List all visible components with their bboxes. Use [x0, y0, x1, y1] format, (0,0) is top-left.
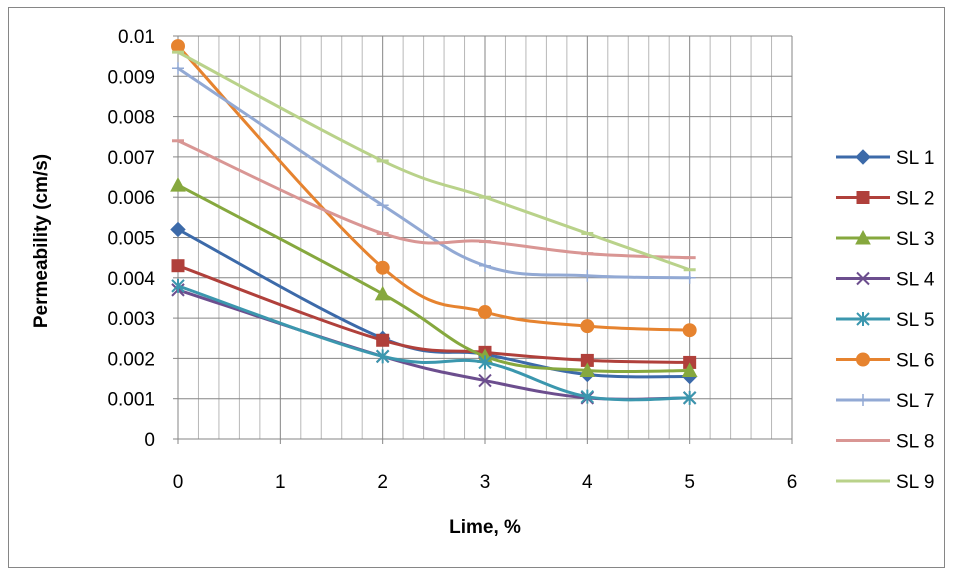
y-tick-label: 0.007 — [107, 148, 155, 169]
star-marker — [478, 355, 492, 370]
series-layer — [170, 39, 698, 405]
triangle-marker — [374, 285, 391, 301]
legend-label: SL 3 — [896, 229, 934, 250]
legend-label: SL 7 — [896, 391, 934, 412]
series-line — [176, 139, 692, 260]
circle-marker — [856, 352, 870, 367]
y-tick-label: 0.003 — [107, 309, 155, 330]
y-tick-label: 0.009 — [107, 67, 155, 88]
circle-marker — [682, 323, 697, 338]
x-tick-label: 1 — [275, 472, 286, 493]
series-sl-7 — [172, 62, 696, 284]
series-line — [176, 66, 692, 280]
x-marker — [856, 271, 870, 286]
plus-marker — [683, 271, 696, 284]
y-tick-label: 0.008 — [107, 108, 155, 129]
axes — [173, 35, 793, 444]
circle-marker — [580, 319, 595, 334]
legend-label: SL 1 — [896, 148, 934, 169]
plus-marker — [581, 269, 594, 282]
x-axis-title: Lime, % — [449, 517, 521, 538]
y-tick-label: 0.002 — [107, 349, 155, 370]
legend-entry: SL 9 — [836, 472, 934, 493]
x-tick-label: 5 — [684, 472, 695, 493]
star-marker — [682, 390, 697, 405]
legend-entry: SL 3 — [836, 229, 934, 250]
x-tick-label: 2 — [377, 472, 388, 493]
series-line — [176, 284, 692, 402]
square-marker — [856, 191, 870, 204]
square-marker — [376, 333, 390, 347]
legend-entry: SL 7 — [836, 391, 934, 412]
triangle-marker — [681, 362, 698, 377]
y-tick-label: 0.001 — [107, 390, 155, 411]
legend-entry: SL 5 — [836, 310, 934, 331]
x-tick-label: 4 — [582, 472, 593, 493]
y-tick-label: 0 — [144, 430, 155, 451]
series-line — [176, 288, 692, 401]
triangle-marker — [170, 177, 186, 192]
star-marker — [856, 312, 870, 326]
square-marker — [171, 259, 185, 273]
legend-entry: SL 8 — [836, 432, 934, 453]
chart-area — [8, 7, 945, 568]
series-line — [176, 183, 692, 374]
plus-marker — [479, 259, 491, 272]
y-tick-label: 0.01 — [118, 27, 155, 48]
legend-entry: SL 2 — [836, 189, 934, 210]
legend-label: SL 4 — [896, 270, 935, 291]
legend: SL 1 SL 2 SL 3 SL 4 SL 5 SL 6 SL 7 SL 8 SL 9 — [836, 148, 935, 493]
circle-marker — [478, 305, 492, 320]
diamond-marker — [855, 149, 871, 165]
plus-marker — [376, 199, 389, 212]
legend-label: SL 8 — [896, 432, 934, 453]
plus-marker — [857, 394, 869, 406]
y-tick-label: 0.004 — [107, 269, 155, 290]
series-line — [176, 50, 692, 272]
legend-label: SL 9 — [896, 472, 934, 493]
star-marker — [375, 349, 390, 364]
legend-label: SL 2 — [896, 189, 934, 210]
x-tick-labels: 0 1 2 3 4 5 6 — [173, 472, 798, 493]
series-sl-8 — [172, 139, 696, 260]
legend-label: SL 5 — [896, 310, 934, 331]
major-gridlines — [178, 35, 793, 439]
legend-entry: SL 6 — [836, 351, 934, 372]
triangle-marker — [579, 362, 596, 377]
series-sl-5 — [171, 278, 697, 405]
star-marker — [171, 278, 185, 293]
x-tick-label: 3 — [480, 472, 491, 493]
triangle-marker — [855, 229, 871, 245]
y-tick-labels: 0 0.001 0.002 0.003 0.004 0.005 0.006 0.007 0.00… — [107, 27, 155, 451]
series-sl-9 — [172, 50, 696, 272]
y-axis-title: Permeability (cm/s) — [31, 154, 52, 328]
legend-label: SL 6 — [896, 351, 934, 372]
x-tick-label: 0 — [173, 472, 184, 493]
plus-marker — [172, 62, 184, 75]
y-tick-label: 0.005 — [107, 229, 155, 250]
y-tick-label: 0.006 — [107, 188, 155, 209]
circle-marker — [375, 260, 390, 275]
series-line — [176, 44, 692, 332]
star-marker — [580, 389, 595, 404]
x-tick-label: 6 — [787, 472, 798, 493]
x-marker — [478, 373, 492, 388]
legend-entry: SL 4 — [836, 270, 935, 291]
diamond-marker — [170, 221, 186, 238]
legend-entry: SL 1 — [836, 148, 934, 169]
series-sl-6 — [171, 39, 697, 338]
